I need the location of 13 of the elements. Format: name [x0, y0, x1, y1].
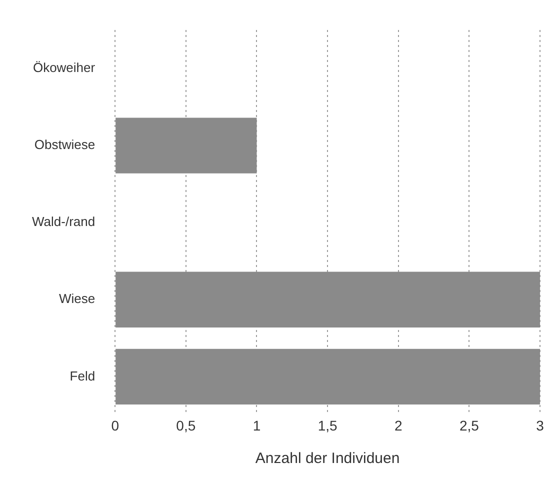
x-tick-label: 1 — [252, 417, 261, 434]
x-tick-label: 2,5 — [459, 417, 480, 434]
x-tick-label: 2 — [394, 417, 402, 434]
x-tick-label: 3 — [536, 417, 544, 434]
x-axis-title: Anzahl der Individuen — [255, 450, 400, 468]
y-tick-label: Wald-/rand — [32, 214, 96, 230]
x-tick-label: 0,5 — [176, 417, 196, 434]
y-tick-label: Ökoweiher — [32, 60, 96, 76]
y-tick-label: Wiese — [58, 291, 96, 306]
y-tick-label: Obstwiese — [34, 137, 96, 152]
x-tick-label: 0 — [111, 417, 120, 434]
y-tick-label: Feld — [70, 368, 96, 384]
x-tick-label: 1,5 — [318, 417, 338, 434]
